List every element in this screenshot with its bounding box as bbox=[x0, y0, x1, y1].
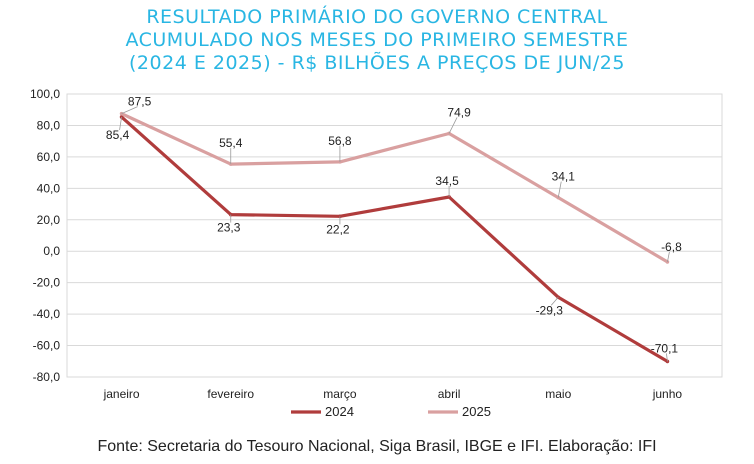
label-leader-line bbox=[119, 116, 122, 131]
data-label-2025: 55,4 bbox=[219, 136, 243, 150]
label-leader-line bbox=[667, 251, 670, 262]
data-point-2025 bbox=[119, 111, 124, 116]
data-label-2025: 56,8 bbox=[328, 134, 352, 148]
label-leader-line bbox=[448, 117, 458, 134]
chart-title-line-1: RESULTADO PRIMÁRIO DO GOVERNO CENTRAL bbox=[146, 6, 608, 28]
data-point-2024 bbox=[119, 115, 124, 119]
data-label-2025: -6,8 bbox=[661, 240, 682, 254]
legend-label-2024: 2024 bbox=[325, 404, 354, 419]
y-tick-label: -80,0 bbox=[33, 370, 61, 384]
chart-title-line-2: ACUMULADO NOS MESES DO PRIMEIRO SEMESTRE bbox=[125, 29, 629, 51]
x-tick-label: junho bbox=[652, 387, 683, 401]
data-label-2024: 85,4 bbox=[106, 128, 130, 142]
data-label-2025: 34,1 bbox=[552, 170, 576, 184]
y-tick-label: -60,0 bbox=[33, 339, 61, 353]
x-tick-label: fevereiro bbox=[207, 387, 254, 401]
x-tick-label: abril bbox=[438, 387, 461, 401]
series-line-2025 bbox=[119, 112, 670, 264]
legend-label-2025: 2025 bbox=[462, 404, 491, 419]
y-tick-label: 80,0 bbox=[37, 118, 61, 132]
y-tick-label: 40,0 bbox=[37, 181, 61, 195]
series-line-2024 bbox=[119, 115, 670, 363]
label-leader-line bbox=[121, 106, 138, 115]
x-tick-label: março bbox=[323, 387, 357, 401]
chart-title-line-3: (2024 E 2025) - R$ BILHÕES A PREÇOS DE J… bbox=[129, 52, 625, 74]
label-leader-line bbox=[666, 353, 668, 362]
data-label-2024: 23,3 bbox=[217, 221, 241, 235]
x-tick-label: maio bbox=[545, 387, 571, 401]
y-tick-label: 100,0 bbox=[30, 87, 60, 101]
line-chart: 100,0 80,0 60,0 40,0 20,0 0,0 -20,0 -40,0 -60,0 -… bbox=[30, 87, 723, 419]
y-tick-label: -20,0 bbox=[33, 276, 61, 290]
data-label-2024: -29,3 bbox=[536, 303, 564, 317]
data-label-2024: -70,1 bbox=[651, 341, 679, 355]
data-label-2024: 34,5 bbox=[435, 174, 459, 188]
source-note: Fonte: Secretaria do Tesouro Nacional, S… bbox=[97, 438, 657, 455]
y-tick-label: 60,0 bbox=[37, 150, 61, 164]
y-tick-label: -40,0 bbox=[33, 307, 61, 321]
data-label-2025: 74,9 bbox=[447, 105, 471, 119]
y-tick-label: 0,0 bbox=[43, 244, 60, 258]
label-leader-line bbox=[557, 181, 562, 198]
y-tick-label: 20,0 bbox=[37, 213, 61, 227]
label-leader-line bbox=[550, 297, 559, 306]
x-tick-label: janeiro bbox=[103, 387, 140, 401]
data-label-2025: 87,5 bbox=[128, 95, 152, 109]
data-label-2024: 22,2 bbox=[326, 222, 350, 236]
